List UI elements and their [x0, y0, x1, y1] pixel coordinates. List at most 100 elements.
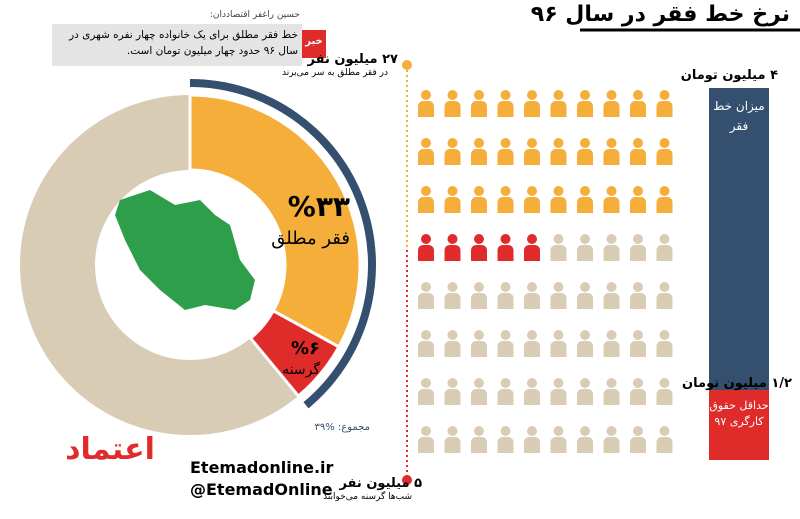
person-head — [580, 186, 590, 196]
person-body — [603, 341, 620, 357]
person-body — [577, 245, 593, 261]
person-head — [474, 378, 484, 388]
person-body — [550, 197, 567, 213]
person-body — [550, 341, 567, 357]
person-body — [577, 197, 593, 213]
person-head — [527, 138, 537, 148]
person-body — [603, 149, 620, 165]
person-head — [606, 90, 617, 100]
person-body — [656, 245, 673, 261]
person-body — [524, 389, 540, 405]
person-head — [580, 378, 590, 388]
person-head — [633, 282, 643, 292]
person-head — [633, 330, 643, 340]
person-head — [527, 186, 537, 196]
segment-value: %۶ — [290, 338, 320, 359]
quote-author: حسین راغفر اقتصاددان: — [209, 10, 300, 20]
person-head — [474, 138, 484, 148]
person-head — [633, 138, 643, 148]
person-body — [577, 341, 593, 357]
person-body — [656, 389, 673, 405]
person-head — [553, 282, 564, 292]
person-head — [606, 426, 617, 436]
bar-bottom-text: حداقل حقوق کارگری ۹۷ — [709, 399, 769, 428]
logo: اعتماد — [65, 432, 155, 467]
person-head — [474, 426, 484, 436]
person-body — [524, 341, 540, 357]
person-head — [659, 234, 670, 244]
person-body — [471, 101, 487, 117]
person-body — [656, 341, 673, 357]
person-body — [577, 437, 593, 453]
person-head — [421, 378, 431, 388]
person-head — [421, 426, 431, 436]
person-body — [656, 437, 673, 453]
person-body — [471, 389, 487, 405]
quote-box — [52, 24, 302, 66]
person-body — [603, 245, 620, 261]
person-head — [633, 426, 643, 436]
person-body — [630, 437, 646, 453]
person-head — [580, 90, 590, 100]
segment-value: %۳۳ — [287, 190, 350, 223]
person-body — [577, 389, 593, 405]
person-body — [418, 437, 434, 453]
poverty-line-bar — [709, 88, 769, 390]
iran-map — [115, 190, 255, 310]
person-body — [444, 341, 461, 357]
person-body — [656, 101, 673, 117]
person-body — [524, 101, 540, 117]
bar-top-label: ۴ میلیون تومان — [680, 68, 778, 83]
donut-segment — [188, 93, 362, 349]
person-head — [500, 282, 511, 292]
person-body — [630, 149, 646, 165]
footer-handle: @EtemadOnline — [190, 480, 333, 499]
person-head — [447, 234, 458, 244]
quote-text: خط فقر مطلق برای یک خانواده چهار نفره شه… — [69, 29, 298, 57]
person-body — [444, 149, 461, 165]
person-body — [550, 245, 567, 261]
person-body — [444, 197, 461, 213]
person-body — [577, 101, 593, 117]
person-head — [659, 378, 670, 388]
person-head — [447, 426, 458, 436]
person-body — [418, 389, 434, 405]
person-head — [580, 282, 590, 292]
person-body — [656, 293, 673, 309]
person-body — [550, 293, 567, 309]
person-body — [577, 149, 593, 165]
person-head — [421, 330, 431, 340]
person-head — [527, 90, 537, 100]
segment-name: فقر مطلق — [271, 228, 350, 249]
person-head — [606, 186, 617, 196]
person-head — [580, 426, 590, 436]
person-body — [524, 293, 540, 309]
person-body — [418, 197, 434, 213]
person-head — [500, 330, 511, 340]
person-head — [580, 330, 590, 340]
person-body — [497, 341, 514, 357]
person-head — [447, 186, 458, 196]
people-top-caption: در فقر مطلق به سر می‌برند — [281, 68, 388, 78]
person-head — [421, 234, 431, 244]
person-head — [500, 138, 511, 148]
person-body — [603, 293, 620, 309]
person-head — [633, 186, 643, 196]
person-head — [447, 90, 458, 100]
person-body — [603, 101, 620, 117]
person-head — [580, 234, 590, 244]
person-head — [580, 138, 590, 148]
person-head — [447, 282, 458, 292]
person-head — [659, 138, 670, 148]
footer-site: Etemadonline.ir — [190, 458, 334, 477]
person-head — [447, 330, 458, 340]
person-body — [497, 101, 514, 117]
person-body — [497, 293, 514, 309]
bar-bottom-label: ۱/۲ میلیون تومان — [682, 376, 792, 391]
person-body — [577, 293, 593, 309]
person-body — [550, 389, 567, 405]
person-body — [524, 197, 540, 213]
person-head — [553, 138, 564, 148]
person-body — [471, 149, 487, 165]
